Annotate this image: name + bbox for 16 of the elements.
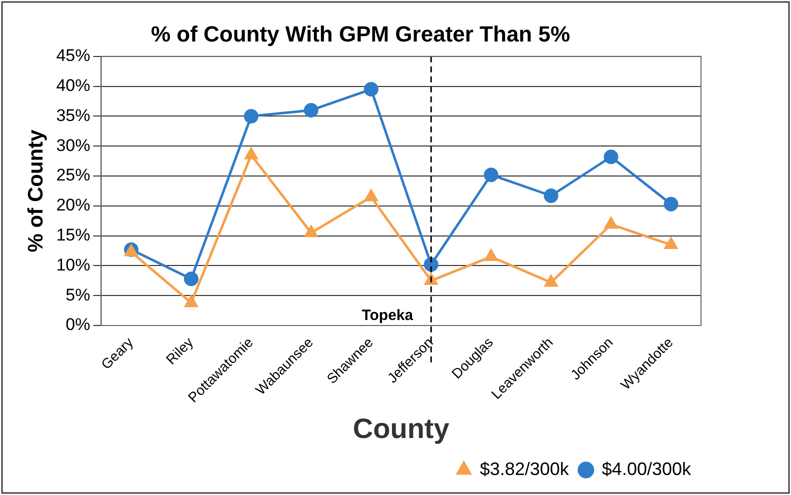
y-tick-label: 30%: [56, 136, 90, 155]
y-tick-label: 15%: [56, 226, 90, 245]
y-tick-label: 35%: [56, 106, 90, 125]
y-tick-label: 20%: [56, 196, 90, 215]
legend-label: $4.00/300k: [602, 458, 692, 479]
y-axis-title: % of County: [24, 129, 48, 252]
y-tick-label: 25%: [56, 166, 90, 185]
y-tick-label: 40%: [56, 76, 90, 95]
legend-label: $3.82/300k: [480, 458, 570, 479]
ref-line-label: Topeka: [362, 307, 414, 324]
y-tick-label: 45%: [56, 46, 90, 66]
x-axis-title: County: [352, 412, 450, 444]
y-tick-label: 5%: [66, 285, 90, 304]
chart-title: % of County With GPM Greater Than 5%: [150, 21, 570, 46]
y-tick-label: 0%: [66, 315, 90, 334]
y-tick-label: 10%: [56, 255, 90, 274]
